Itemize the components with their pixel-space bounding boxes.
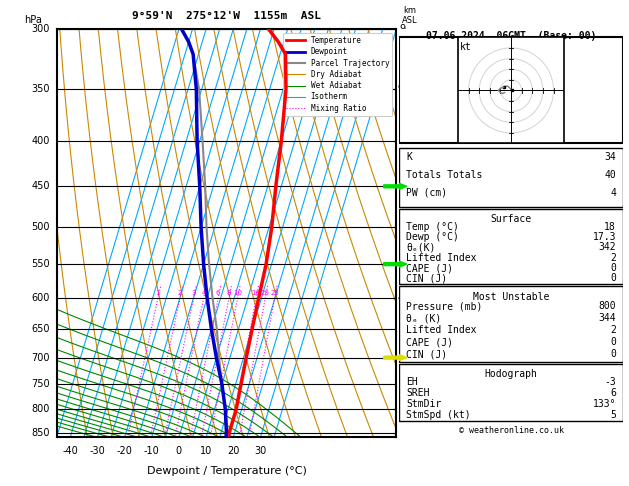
Text: 450: 450 [31,181,50,191]
Text: Dewp (°C): Dewp (°C) [406,232,459,242]
Text: 3: 3 [398,324,403,333]
Text: 30: 30 [254,446,267,455]
Text: Surface: Surface [491,214,532,224]
Text: 7: 7 [399,136,406,146]
Text: Dewpoint / Temperature (°C): Dewpoint / Temperature (°C) [147,466,306,476]
Text: CIN (J): CIN (J) [406,349,447,359]
Text: StmSpd (kt): StmSpd (kt) [406,410,470,420]
Text: 4: 4 [610,188,616,198]
Text: Totals Totals: Totals Totals [406,170,482,180]
Text: 300: 300 [31,24,50,34]
Text: 20: 20 [227,446,240,455]
Text: 600: 600 [31,293,50,303]
Text: 2: 2 [610,253,616,263]
Text: kt: kt [460,42,472,52]
Text: 20: 20 [260,290,270,296]
Text: Mixing Ratio (g/kg): Mixing Ratio (g/kg) [426,193,435,273]
Text: 4: 4 [398,294,403,302]
Text: θₑ(K): θₑ(K) [406,243,435,252]
Text: 800: 800 [31,404,50,415]
Text: 342: 342 [598,243,616,252]
Text: 6: 6 [399,222,406,232]
Text: CAPE (J): CAPE (J) [406,263,453,273]
Text: 0: 0 [610,337,616,347]
Legend: Temperature, Dewpoint, Parcel Trajectory, Dry Adiabat, Wet Adiabat, Isotherm, Mi: Temperature, Dewpoint, Parcel Trajectory… [282,33,392,116]
Text: 2: 2 [399,404,406,415]
Text: CIN (J): CIN (J) [406,274,447,283]
Text: 650: 650 [31,324,50,334]
Text: 0: 0 [610,349,616,359]
Bar [399,286,623,362]
Text: 5: 5 [398,260,403,269]
Text: 2: 2 [610,325,616,335]
Text: 8: 8 [398,136,403,145]
Text: -20: -20 [116,446,133,455]
Text: 6: 6 [610,388,616,398]
Text: 07.06.2024  06GMT  (Base: 00): 07.06.2024 06GMT (Base: 00) [426,31,596,41]
Text: PW (cm): PW (cm) [406,188,447,198]
Text: -3: -3 [604,378,616,387]
Text: 17.3: 17.3 [593,232,616,242]
Text: 6: 6 [398,223,403,232]
Text: 34: 34 [604,152,616,162]
Text: 8: 8 [226,290,231,296]
Text: Temp (°C): Temp (°C) [406,222,459,232]
Text: 18: 18 [604,222,616,232]
Bar [399,364,623,421]
Text: 500: 500 [31,222,50,232]
Text: 344: 344 [598,313,616,323]
Bar [399,148,623,207]
Text: 16: 16 [252,290,260,296]
Text: 800: 800 [598,301,616,312]
Text: 700: 700 [31,353,50,363]
Text: 3: 3 [399,353,406,363]
Text: 9: 9 [398,85,403,93]
Text: 10: 10 [233,290,242,296]
Text: 2: 2 [398,353,403,362]
Text: hPa: hPa [24,15,42,25]
Bar [399,209,623,284]
Text: 350: 350 [31,84,50,94]
Text: 3: 3 [191,290,196,296]
Text: 25: 25 [270,290,279,296]
Text: 7: 7 [398,182,403,191]
Text: θₑ (K): θₑ (K) [406,313,442,323]
Text: Most Unstable: Most Unstable [473,293,549,302]
Text: 5: 5 [610,410,616,420]
Text: 0: 0 [176,446,182,455]
Text: K: K [406,152,412,162]
Text: 0: 0 [610,274,616,283]
Text: 9: 9 [399,24,406,34]
Text: StmDir: StmDir [406,399,442,409]
Text: 133°: 133° [593,399,616,409]
Text: -40: -40 [62,446,78,455]
Text: 6: 6 [216,290,220,296]
Text: Lifted Index: Lifted Index [406,325,477,335]
Text: km
ASL: km ASL [402,6,418,25]
Text: Pressure (mb): Pressure (mb) [406,301,482,312]
Text: EH: EH [406,378,418,387]
Text: 8: 8 [399,84,406,94]
Text: 4: 4 [399,293,406,303]
Text: 1: 1 [155,290,160,296]
Text: SREH: SREH [406,388,430,398]
Text: Lifted Index: Lifted Index [406,253,477,263]
Bar [399,37,623,143]
Text: 750: 750 [31,380,50,389]
Text: 2: 2 [177,290,182,296]
Text: -10: -10 [144,446,160,455]
Text: CAPE (J): CAPE (J) [406,337,453,347]
Text: 40: 40 [604,170,616,180]
Text: © weatheronline.co.uk: © weatheronline.co.uk [459,426,564,435]
Text: -30: -30 [89,446,105,455]
Text: 0: 0 [610,263,616,273]
Text: 9°59'N  275°12'W  1155m  ASL: 9°59'N 275°12'W 1155m ASL [132,11,321,21]
Text: 10: 10 [200,446,212,455]
Text: LCL: LCL [399,428,418,438]
Text: 850: 850 [31,428,50,438]
Text: Hodograph: Hodograph [484,369,538,379]
Text: 400: 400 [31,136,50,146]
Text: 550: 550 [31,259,50,269]
Text: 4: 4 [201,290,206,296]
